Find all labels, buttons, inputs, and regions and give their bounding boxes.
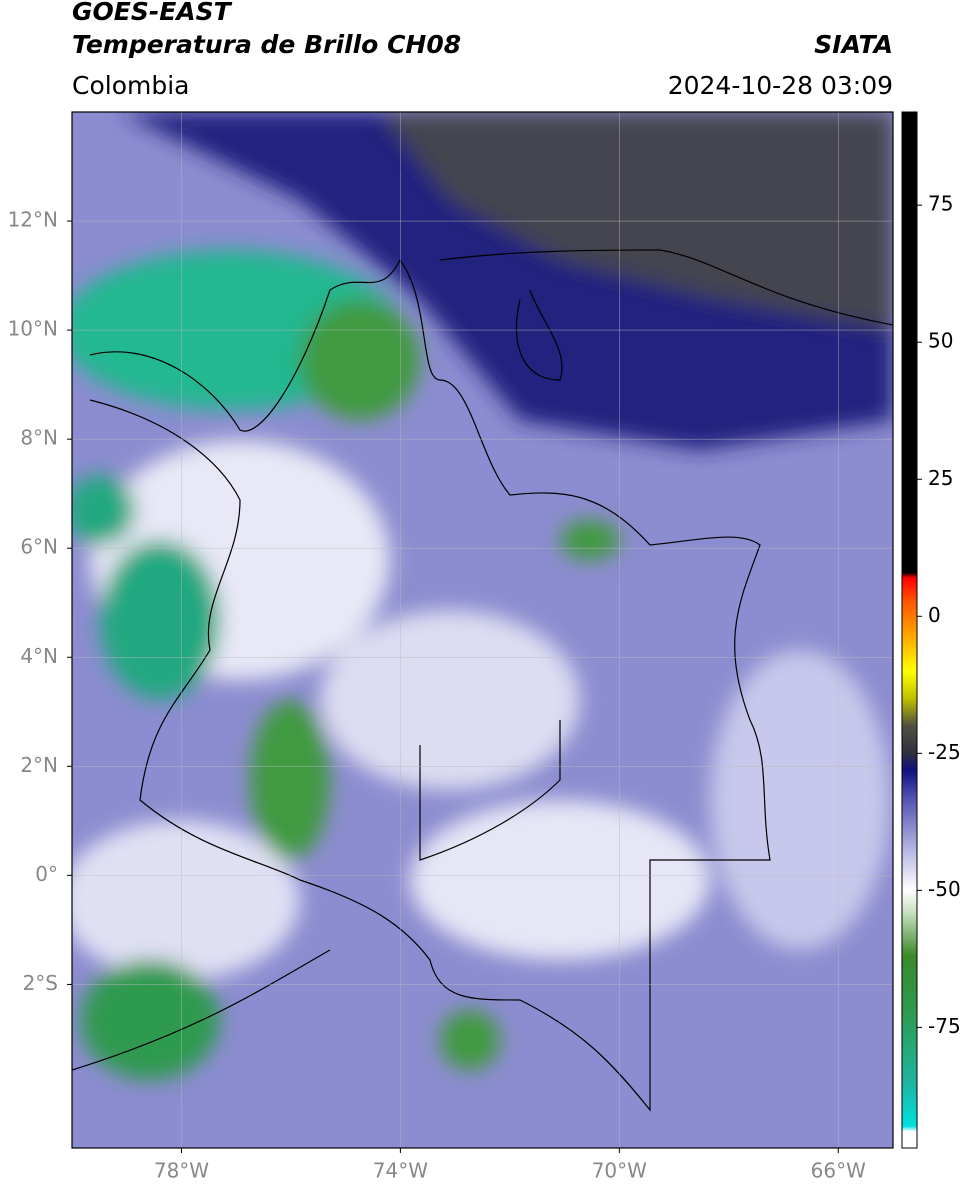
x-tick-label: 74°W — [373, 1159, 428, 1183]
colorbar-tick-label: 50 — [928, 329, 953, 353]
datetime: 2024-10-28 03:09 — [668, 71, 893, 100]
colorbar-frame — [901, 111, 918, 1149]
y-tick-label: 8°N — [20, 426, 58, 450]
colorbar-tick-label: 75 — [928, 192, 953, 216]
cloud — [72, 820, 300, 980]
title: GOES-EAST — [72, 0, 233, 26]
y-tick-label: 10°N — [8, 317, 58, 341]
convection — [100, 540, 220, 700]
ecuador-border — [72, 949, 331, 1071]
colorbar — [902, 112, 917, 1148]
region: Colombia — [72, 71, 189, 100]
colorbar-tick-label: 0 — [928, 603, 941, 627]
colombia-border — [89, 258, 771, 1112]
cloud — [320, 610, 580, 790]
satellite-image — [72, 112, 893, 1148]
map-frame — [71, 111, 894, 1149]
y-tick-label: 6°N — [20, 535, 58, 559]
subtitle: Temperatura de Brillo CH08 — [72, 30, 461, 59]
lake-maracaibo — [515, 289, 563, 381]
cloud — [710, 650, 890, 950]
borders — [72, 249, 893, 1112]
y-tick-label: 2°N — [20, 753, 58, 777]
y-tick-label: 12°N — [8, 208, 58, 232]
grid — [72, 112, 893, 1148]
coastline — [439, 249, 893, 326]
department-line — [419, 720, 561, 861]
x-tick-label: 66°W — [811, 1159, 866, 1183]
cloud — [410, 800, 710, 960]
convection — [80, 960, 220, 1080]
colorbar-tick-label: 25 — [928, 466, 953, 490]
y-tick-label: 0° — [35, 862, 58, 886]
convection — [250, 700, 330, 860]
colorbar-tick-label: -50 — [928, 877, 961, 901]
y-tick-label: 2°S — [23, 971, 58, 995]
x-tick-label: 78°W — [154, 1159, 209, 1183]
y-tick-label: 4°N — [20, 644, 58, 668]
convection — [440, 1010, 500, 1070]
convection — [300, 300, 420, 420]
colorbar-tick-label: -75 — [928, 1014, 961, 1038]
x-tick-label: 70°W — [592, 1159, 647, 1183]
convection — [72, 475, 135, 545]
source: SIATA — [814, 30, 893, 59]
dry-band — [120, 112, 893, 450]
convection — [560, 520, 620, 560]
colorbar-tick-label: -25 — [928, 740, 961, 764]
